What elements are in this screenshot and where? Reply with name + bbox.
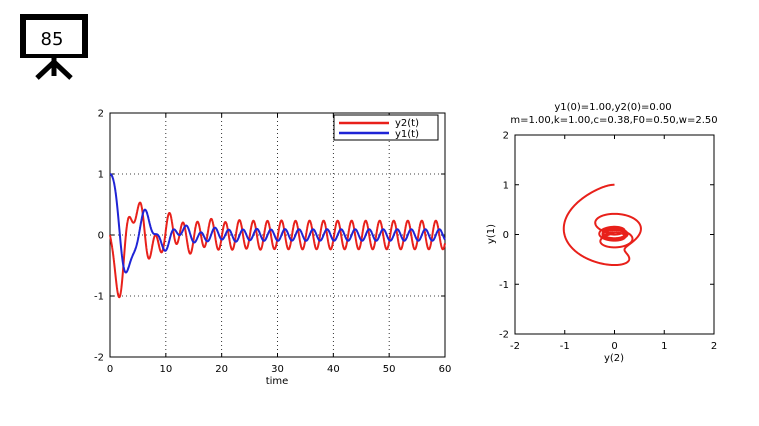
plot2-ytick-label: -1 <box>499 280 509 291</box>
legend-label-y2: y2(t) <box>395 118 419 129</box>
plot1-lines <box>109 173 446 299</box>
plot1-xtick-label: 20 <box>215 364 228 375</box>
series-line-y2 <box>109 201 446 299</box>
series-line-y1 <box>109 173 446 274</box>
plot1-ytick-label: 0 <box>98 231 104 242</box>
plot1-ytick-label: 1 <box>98 170 104 181</box>
plot2-ytick-label: 0 <box>503 230 509 241</box>
plot2-xlabel: y(2) <box>604 353 624 364</box>
legend-box <box>333 114 439 141</box>
plot1-xtick-label: 10 <box>159 364 172 375</box>
phase-plot: -2 -1 0 1 2 -2 -1 0 1 2 y1(0)=1.00,y2(0)=0.00 m=1… <box>486 102 718 364</box>
slide-number: 85 <box>40 29 64 50</box>
plot2-lines <box>562 183 642 267</box>
time-series-plot: 0 10 20 30 40 50 60 -2 -1 0 1 2 time y2(t) y1(t) <box>94 109 451 388</box>
presentation-board-icon <box>20 14 88 80</box>
plot1-xtick-label: 0 <box>107 364 113 375</box>
plot2-xtick-label: 2 <box>711 341 717 352</box>
plot2-xtick-label: 0 <box>611 341 617 352</box>
plot2-ytick-label: 2 <box>503 131 509 142</box>
plot1-ytick-label: -1 <box>94 292 104 303</box>
plot2-xtick-label: -1 <box>560 341 570 352</box>
plot2-ytick-label: 1 <box>503 180 509 191</box>
plot1-legend: y2(t) y1(t) <box>333 114 439 141</box>
plot1-ytick-label: -2 <box>94 353 104 364</box>
plot2-ticks: -2 -1 0 1 2 -2 -1 0 1 2 <box>499 131 717 353</box>
legend-label-y1: y1(t) <box>395 129 419 140</box>
plot2-xtick-label: 1 <box>661 341 667 352</box>
plot1-xtick-label: 60 <box>439 364 452 375</box>
plot2-title-line1: y1(0)=1.00,y2(0)=0.00 <box>554 102 671 113</box>
plot1-ticks: 0 10 20 30 40 50 60 -2 -1 0 1 2 <box>94 109 451 376</box>
plot1-xtick-label: 40 <box>327 364 340 375</box>
plot2-ytick-label: -2 <box>499 330 509 341</box>
plot1-xlabel: time <box>266 376 289 387</box>
plot1-grid <box>110 113 445 357</box>
phase-trajectory-line <box>562 183 642 267</box>
plot1-xtick-label: 50 <box>383 364 396 375</box>
plot1-ytick-label: 2 <box>98 109 104 120</box>
plot2-ylabel: y(1) <box>486 224 497 244</box>
plot2-xtick-label: -2 <box>510 341 520 352</box>
plot1-xtick-label: 30 <box>271 364 284 375</box>
plot2-title-line2: m=1.00,k=1.00,c=0.38,F0=0.50,w=2.50 <box>510 115 717 126</box>
